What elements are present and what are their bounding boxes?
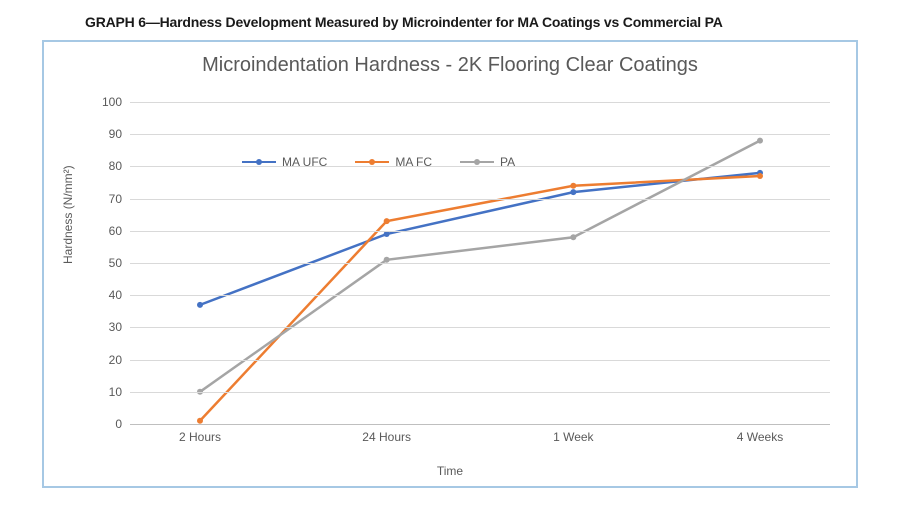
y-tick-label: 60: [109, 224, 122, 238]
data-marker: [757, 138, 763, 144]
grid-line: [130, 360, 830, 361]
chart-frame: Microindentation Hardness - 2K Flooring …: [42, 40, 858, 488]
y-tick-label: 30: [109, 320, 122, 334]
legend-marker-icon: [474, 159, 480, 165]
data-marker: [570, 183, 576, 189]
grid-line: [130, 134, 830, 135]
grid-line: [130, 327, 830, 328]
plot-area: MA UFCMA FCPA 01020304050607080901002 Ho…: [130, 102, 830, 424]
x-axis-label: Time: [44, 464, 856, 478]
y-tick-label: 50: [109, 256, 122, 270]
x-tick-label: 24 Hours: [362, 430, 411, 444]
chart-container: GRAPH 6—Hardness Development Measured by…: [0, 0, 900, 515]
grid-line: [130, 424, 830, 425]
legend-swatch: [242, 161, 276, 164]
data-marker: [197, 302, 203, 308]
grid-line: [130, 199, 830, 200]
legend-swatch: [460, 161, 494, 164]
x-tick-label: 1 Week: [553, 430, 593, 444]
series-line: [200, 173, 760, 305]
figure-caption: GRAPH 6—Hardness Development Measured by…: [85, 14, 723, 30]
data-marker: [384, 218, 390, 224]
grid-line: [130, 263, 830, 264]
y-tick-label: 40: [109, 288, 122, 302]
grid-line: [130, 231, 830, 232]
y-tick-label: 20: [109, 353, 122, 367]
grid-line: [130, 102, 830, 103]
data-marker: [384, 231, 390, 237]
grid-line: [130, 295, 830, 296]
y-tick-label: 10: [109, 385, 122, 399]
legend-marker-icon: [369, 159, 375, 165]
y-tick-label: 70: [109, 192, 122, 206]
data-marker: [570, 189, 576, 195]
data-marker: [197, 418, 203, 424]
y-tick-label: 90: [109, 127, 122, 141]
legend-marker-icon: [256, 159, 262, 165]
data-marker: [570, 234, 576, 240]
chart-title: Microindentation Hardness - 2K Flooring …: [44, 54, 856, 77]
grid-line: [130, 166, 830, 167]
data-marker: [384, 257, 390, 263]
x-tick-label: 4 Weeks: [737, 430, 783, 444]
y-tick-label: 0: [115, 417, 122, 431]
data-marker: [757, 173, 763, 179]
grid-line: [130, 392, 830, 393]
y-tick-label: 100: [102, 95, 122, 109]
x-tick-label: 2 Hours: [179, 430, 221, 444]
series-line: [200, 141, 760, 392]
legend-swatch: [355, 161, 389, 164]
y-tick-label: 80: [109, 159, 122, 173]
